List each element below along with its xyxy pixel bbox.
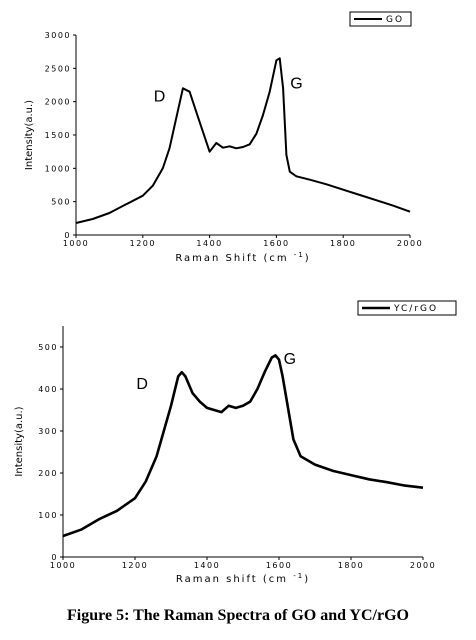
chart1-annotation-d-band: D bbox=[154, 89, 166, 106]
chart2-xtick-label-5: 2000 bbox=[410, 561, 436, 570]
chart2-xtick-label-0: 1000 bbox=[50, 561, 76, 570]
chart2-annotation-g-band: G bbox=[284, 351, 296, 368]
chart2-ytick-label-4: 400 bbox=[38, 385, 58, 394]
chart2-xtick-label-1: 1200 bbox=[122, 561, 148, 570]
chart1-xtick-label-1: 1200 bbox=[130, 239, 156, 248]
chart1-ytick-label-4: 2000 bbox=[45, 98, 71, 107]
chart2-y-axis-label: Intensity(a.u.) bbox=[14, 406, 25, 476]
chart1-ytick-label-2: 1000 bbox=[45, 164, 71, 173]
chart2-legend-label: YC/rGO bbox=[393, 304, 438, 314]
chart1-y-axis-label: Intensity(a.u.) bbox=[24, 100, 35, 170]
chart2-ytick-label-3: 300 bbox=[38, 427, 58, 436]
chart1-ytick-label-6: 3000 bbox=[45, 31, 71, 40]
chart1-xtick-label-0: 1000 bbox=[63, 239, 89, 248]
chart2-legend-box bbox=[357, 300, 457, 316]
chart1-series-line-0 bbox=[75, 57, 411, 224]
chart2-ytick-label-2: 200 bbox=[38, 469, 58, 478]
chart2-xtick-label-4: 1800 bbox=[338, 561, 364, 570]
chart2-ytick-label-5: 500 bbox=[38, 343, 58, 352]
chart1-xtick-label-3: 1600 bbox=[263, 239, 289, 248]
chart1-legend-label: GO bbox=[386, 15, 404, 25]
chart2-ytick-label-0: 0 bbox=[51, 553, 58, 562]
chart1-annotation-g-band: G bbox=[290, 75, 302, 92]
chart2-xtick-label-2: 1400 bbox=[194, 561, 220, 570]
chart1-x-axis-label: Raman Shift (cm -1) bbox=[175, 251, 310, 264]
chart2-series-line-0 bbox=[62, 354, 424, 538]
chart1-ytick-label-1: 500 bbox=[51, 198, 71, 207]
chart1-ytick-label-0: 0 bbox=[64, 231, 71, 240]
chart1-ytick-label-5: 2500 bbox=[45, 64, 71, 73]
chart2-x-axis-label: Raman shift (cm -1) bbox=[176, 572, 310, 585]
chart2-annotation-d-band: D bbox=[136, 376, 148, 393]
figure-caption: Figure 5: The Raman Spectra of GO and YC… bbox=[67, 607, 409, 624]
chart1-xtick-label-2: 1400 bbox=[196, 239, 222, 248]
chart2-xtick-label-3: 1600 bbox=[266, 561, 292, 570]
chart1-ytick-label-3: 1500 bbox=[45, 131, 71, 140]
chart1-xtick-label-4: 1800 bbox=[330, 239, 356, 248]
chart2-ytick-label-1: 100 bbox=[38, 511, 58, 520]
chart1-xtick-label-5: 2000 bbox=[397, 239, 423, 248]
